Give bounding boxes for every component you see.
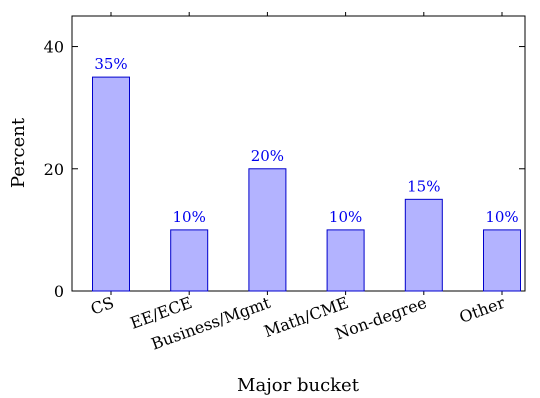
data-label: 35% xyxy=(94,55,127,73)
x-axis-label: Major bucket xyxy=(237,375,360,396)
plot-frame xyxy=(71,15,526,292)
bar-other xyxy=(483,229,521,292)
y-tick-label: 40 xyxy=(44,38,64,57)
data-labels: 35% 10% 20% 10% 15% 10% xyxy=(94,55,518,226)
y-axis-ticks: 0 20 40 xyxy=(44,38,525,301)
data-label: 20% xyxy=(251,147,284,165)
data-label: 10% xyxy=(173,208,206,226)
x-axis-ticks xyxy=(110,12,503,295)
bar-non-degree xyxy=(404,198,443,292)
bar-cs xyxy=(92,76,130,292)
y-tick-label: 0 xyxy=(54,282,64,301)
y-tick-label: 20 xyxy=(44,160,64,179)
bar-math-cme xyxy=(326,229,365,292)
data-label: 10% xyxy=(485,208,518,226)
bar-business-mgmt xyxy=(248,168,287,292)
data-label: 15% xyxy=(407,177,440,195)
bar-ee-ece xyxy=(170,229,209,292)
x-tick-label: CS xyxy=(88,293,116,319)
x-tick-label: Other xyxy=(457,293,508,327)
data-label: 10% xyxy=(329,208,362,226)
bars xyxy=(92,76,521,292)
y-axis-label: Percent xyxy=(8,117,29,188)
